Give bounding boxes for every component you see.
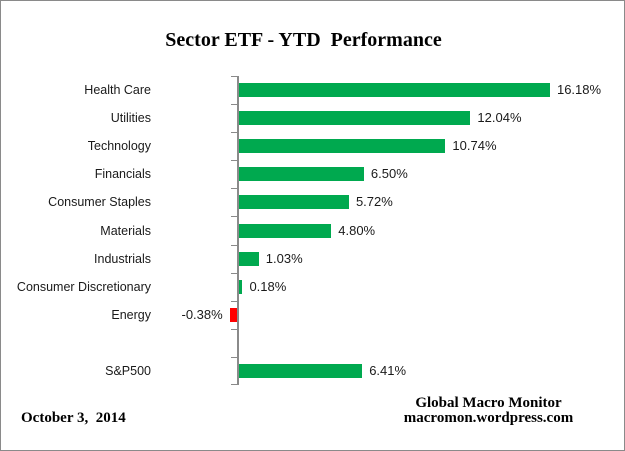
category-label: Technology	[87, 139, 151, 154]
axis-tick	[231, 300, 237, 302]
bar	[239, 83, 550, 98]
bar	[229, 307, 237, 322]
axis-tick	[231, 76, 237, 77]
axis-tick	[231, 272, 237, 274]
credit-line-1: Global Macro Monitor	[415, 395, 562, 411]
value-label: 0.18%	[249, 278, 287, 294]
axis-tick	[231, 328, 237, 330]
category-label: S&P500	[105, 363, 151, 378]
value-label: 10.74%	[452, 138, 497, 154]
axis-tick	[231, 160, 237, 162]
category-axis-line	[237, 76, 239, 385]
credit-line-2: macromon.wordpress.com	[403, 410, 574, 426]
category-label: Energy	[111, 307, 151, 322]
category-label: Industrials	[94, 251, 151, 266]
category-label: Health Care	[84, 83, 151, 98]
value-label: 12.04%	[477, 110, 522, 126]
value-label: 1.03%	[265, 250, 303, 266]
bar	[239, 195, 349, 210]
category-label: Materials	[100, 223, 151, 238]
axis-tick	[231, 132, 237, 134]
bar	[239, 111, 471, 126]
value-label: 5.72%	[355, 194, 393, 210]
value-label: -0.38%	[181, 306, 223, 322]
axis-tick	[231, 104, 237, 106]
value-label: 4.80%	[338, 222, 376, 238]
category-label: Consumer Staples	[48, 195, 151, 210]
axis-tick	[231, 356, 237, 358]
credit-text: Global Macro Monitor macromon.wordpress.…	[346, 395, 624, 426]
bar	[239, 223, 332, 238]
value-label: 16.18%	[556, 82, 602, 98]
axis-tick	[231, 188, 237, 190]
category-label: Utilities	[110, 111, 151, 126]
value-label: 6.41%	[369, 362, 407, 378]
axis-tick	[231, 216, 237, 218]
chart-title: Sector ETF - YTD Performance	[165, 29, 442, 51]
category-label: Financials	[94, 167, 151, 182]
bar	[239, 167, 364, 182]
axis-tick	[231, 384, 237, 385]
bar	[239, 251, 259, 266]
bar	[239, 279, 243, 294]
date-label: October 3, 2014	[21, 410, 126, 426]
bar	[239, 139, 446, 154]
axis-tick	[231, 244, 237, 246]
bar	[239, 363, 363, 378]
value-label: 6.50%	[370, 166, 408, 182]
category-label: Consumer Discretionary	[16, 279, 151, 294]
